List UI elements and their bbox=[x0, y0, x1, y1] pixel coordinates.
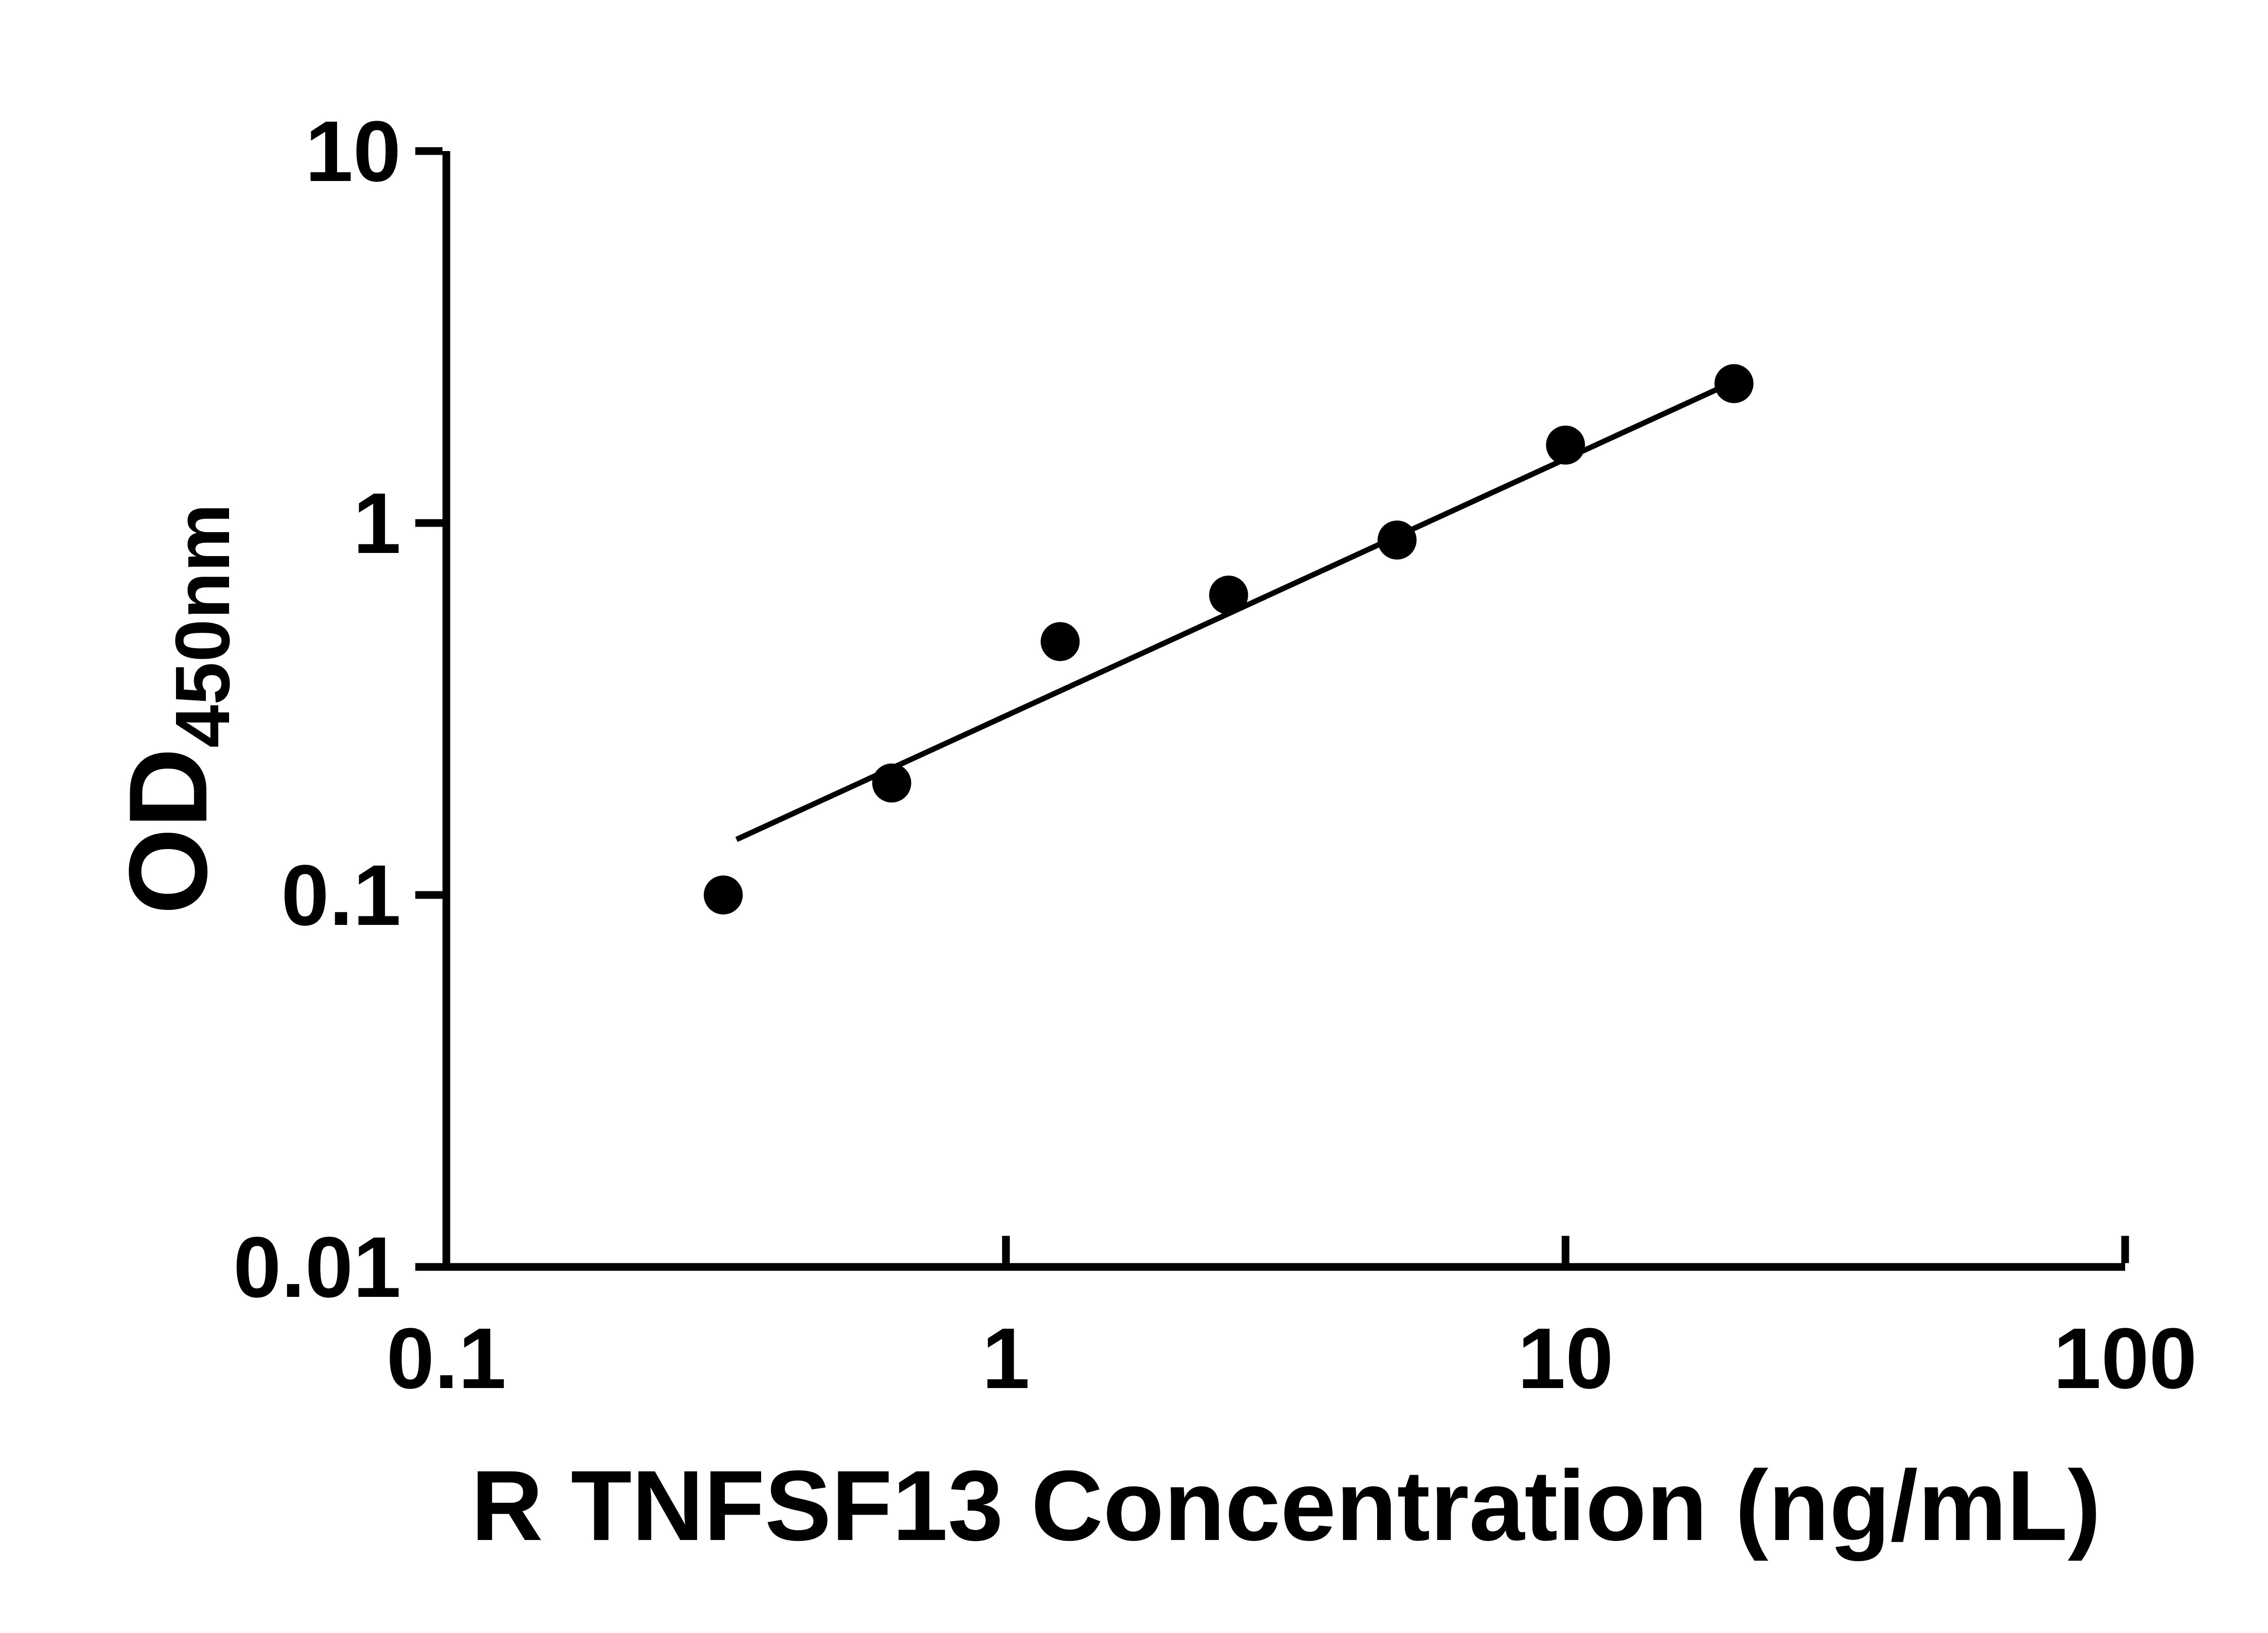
x-tick-label: 1 bbox=[982, 1310, 1030, 1407]
data-point bbox=[1377, 520, 1417, 560]
data-point bbox=[704, 875, 743, 914]
data-point bbox=[872, 763, 911, 803]
data-point bbox=[1714, 364, 1754, 403]
y-tick-label: 0.01 bbox=[233, 1219, 401, 1315]
y-axis-title-subscript: 450nm bbox=[160, 504, 246, 748]
x-tick-label: 100 bbox=[2053, 1310, 2197, 1407]
axes bbox=[442, 151, 2125, 1271]
x-tick-label: 0.1 bbox=[386, 1310, 506, 1407]
y-axis-title: OD450nm bbox=[106, 504, 246, 914]
y-tick-label: 0.1 bbox=[281, 847, 401, 944]
y-tick-label: 1 bbox=[353, 475, 401, 572]
x-tick-label: 10 bbox=[1518, 1310, 1613, 1407]
data-point bbox=[1041, 622, 1080, 661]
y-axis-title-main: OD bbox=[106, 748, 230, 915]
data-point-group bbox=[704, 364, 1754, 914]
data-point bbox=[1209, 575, 1248, 615]
y-tick-label: 10 bbox=[305, 103, 401, 200]
x-axis-title: R TNFSF13 Concentration (ng/mL) bbox=[471, 1450, 2101, 1561]
tick-marks bbox=[415, 147, 2129, 1271]
data-point bbox=[1546, 425, 1585, 465]
